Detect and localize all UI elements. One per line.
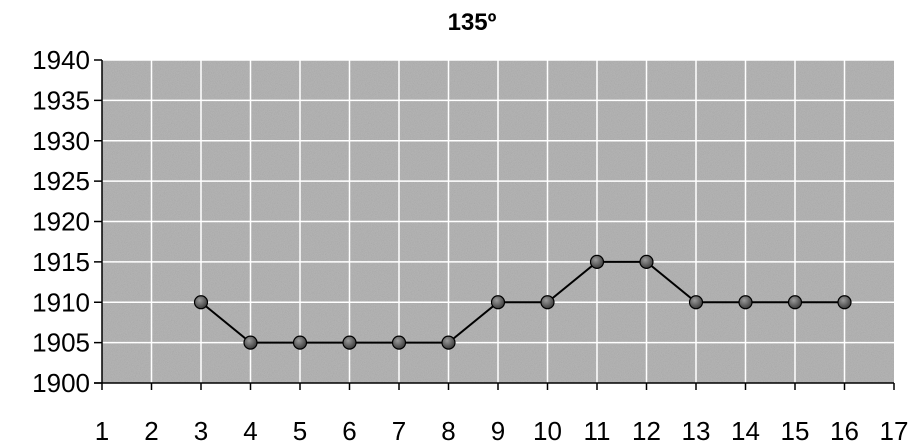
data-point <box>787 295 803 310</box>
data-point <box>688 295 704 310</box>
y-tick-label: 1935 <box>32 85 90 115</box>
y-tick-label: 1925 <box>32 166 90 196</box>
x-tick-label: 5 <box>293 416 307 445</box>
data-point <box>391 335 407 350</box>
y-tick-label: 1915 <box>32 247 90 277</box>
data-point <box>243 335 258 350</box>
gridlines <box>102 59 894 383</box>
x-tick-label: 14 <box>731 416 760 445</box>
x-tick-label: 7 <box>392 416 406 445</box>
y-tick-label: 1910 <box>32 287 90 317</box>
x-tick-label: 6 <box>342 416 356 445</box>
x-tick-label: 1 <box>95 416 109 445</box>
y-tick-label: 1940 <box>32 45 90 75</box>
y-tick-label: 1930 <box>32 126 90 156</box>
data-point <box>837 295 852 310</box>
axes <box>94 59 895 390</box>
x-tick-label: 3 <box>194 416 208 445</box>
x-tick-label: 17 <box>880 416 909 445</box>
series-line <box>200 260 845 344</box>
x-tick-label: 16 <box>830 416 859 445</box>
data-point <box>639 254 654 269</box>
x-tick-label: 2 <box>144 416 158 445</box>
y-tick-label: 1920 <box>32 207 90 237</box>
x-tick-label: 15 <box>781 416 810 445</box>
data-point <box>193 295 209 310</box>
chart-title: 135º <box>448 9 497 36</box>
x-tick-label: 4 <box>243 416 257 445</box>
x-tick-labels: 1 2 3 4 5 6 7 8 9 10 11 12 13 14 15 16 17 <box>95 416 909 445</box>
data-point <box>589 254 605 269</box>
data-point <box>292 335 308 350</box>
series-1910s <box>193 254 852 350</box>
y-tick-label: 1905 <box>32 328 90 358</box>
x-tick-label: 11 <box>584 416 611 445</box>
x-tick-label: 10 <box>533 416 562 445</box>
data-point <box>342 335 357 350</box>
x-tick-label: 12 <box>632 416 661 445</box>
data-point <box>738 295 753 310</box>
x-tick-label: 9 <box>491 416 505 445</box>
data-point <box>441 335 456 350</box>
y-tick-labels: 1900 1905 1910 1915 1920 1925 1930 1935 1940 <box>32 45 90 398</box>
x-tick-label: 13 <box>682 416 711 445</box>
x-tick-label: 8 <box>441 416 455 445</box>
data-point <box>490 295 506 310</box>
data-point <box>540 295 555 310</box>
y-tick-label: 1900 <box>32 368 90 398</box>
